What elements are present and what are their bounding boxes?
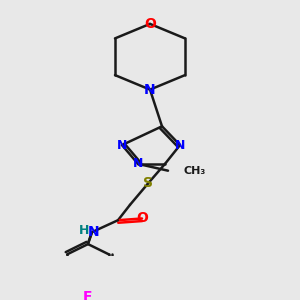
Text: N: N — [117, 139, 127, 152]
Text: N: N — [88, 225, 100, 239]
Text: N: N — [133, 158, 143, 170]
Text: O: O — [144, 17, 156, 31]
Text: N: N — [175, 139, 185, 152]
Text: S: S — [143, 176, 153, 190]
Text: F: F — [83, 290, 93, 300]
Text: CH₃: CH₃ — [184, 166, 206, 176]
Text: O: O — [136, 212, 148, 226]
Text: H: H — [79, 224, 89, 237]
Text: N: N — [144, 82, 156, 97]
